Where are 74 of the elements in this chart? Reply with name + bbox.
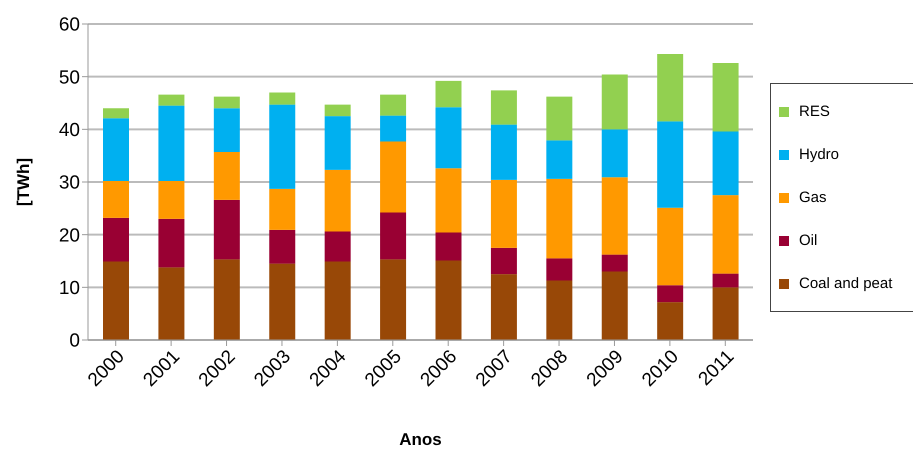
y-tick-label: 10 [58,278,80,300]
bar [214,259,240,340]
bar [269,92,296,105]
bar [602,254,628,272]
bar [490,248,517,274]
y-tick-label: 40 [58,120,80,142]
bar [158,267,184,340]
legend-label: Gas [799,189,827,206]
bar [436,260,462,340]
bar [158,180,184,219]
y-tick-label: 30 [58,172,80,194]
bar [103,180,129,218]
y-axis-title: [TWh] [14,158,34,206]
bar [490,180,517,248]
bar [657,285,684,302]
bar [436,80,462,108]
bar [602,74,628,130]
bar [546,280,572,340]
bar [158,106,184,181]
bar [380,141,406,213]
bar [214,96,240,108]
bar [546,178,572,258]
bar [490,90,517,125]
bar [158,218,184,268]
y-tick-label: 20 [58,225,80,246]
bar [269,188,296,230]
bar [490,124,517,180]
bar [158,94,184,106]
bar [712,195,739,274]
legend-label: Coal and peat [799,275,892,292]
y-tick-label: 60 [58,14,80,36]
bar [324,170,351,232]
bar [602,177,628,255]
bar [436,168,462,233]
bar [103,118,129,181]
legend-label: Hydro [799,146,840,163]
bar [103,262,129,340]
bar [657,54,684,122]
bar [657,302,684,340]
bar [103,218,129,262]
y-tick-label: 0 [69,330,80,352]
bar [214,200,240,260]
legend-label: RES [799,103,830,120]
bar [214,108,240,152]
bar [269,264,296,340]
bar [214,152,240,200]
bar [602,272,628,340]
bar [380,212,406,260]
bar [380,94,406,116]
bar [602,129,628,178]
y-tick-label: 50 [58,67,80,88]
bar [490,274,517,340]
bar [324,116,351,170]
bar [712,131,739,196]
bar [657,121,684,208]
bar [269,230,296,264]
bar [380,116,406,142]
bar [324,262,351,340]
bar [324,232,351,262]
bar [436,232,462,260]
bar [546,258,572,280]
bar [546,140,572,179]
bar [712,62,739,132]
bar [103,108,129,118]
bar [380,259,406,340]
bar [657,208,684,286]
legend-label: Oil [799,232,818,249]
bar [712,287,739,340]
bar [324,104,351,116]
bar [269,104,296,189]
bar [712,274,739,288]
bar [436,107,462,168]
bar [546,96,572,140]
x-axis-title: Anos [399,430,442,449]
